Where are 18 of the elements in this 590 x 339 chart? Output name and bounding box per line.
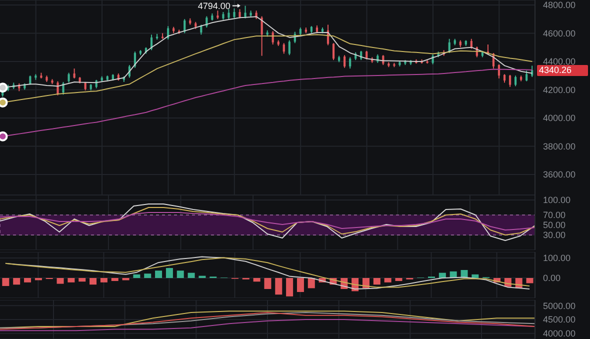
y-tick-label: 4600.00: [543, 28, 576, 38]
y-tick-label: 0.00: [543, 273, 561, 284]
y-tick-label: 4200.00: [543, 84, 576, 95]
y-tick-label: 4400.00: [543, 56, 576, 67]
y-tick-label: 4000.00: [543, 113, 576, 124]
y-tick-label: 5000.00: [543, 300, 576, 311]
y-tick-label: 70.00: [543, 210, 566, 220]
y-tick-label: 4000.00: [543, 328, 576, 339]
annotation: 4794.00: [198, 0, 230, 11]
text: 4340.26: [539, 64, 572, 75]
y-tick-label: 4800.00: [543, 0, 576, 10]
y-tick-label: 3600.00: [543, 170, 576, 180]
y-tick-label: 50.00: [543, 220, 566, 230]
y-tick-label: 4500.00: [543, 314, 576, 325]
y-tick-label: 100.00: [543, 195, 571, 206]
y-tick-label: 100.00: [543, 253, 571, 264]
y-tick-label: 30.00: [543, 230, 566, 240]
y-tick-label: 3800.00: [543, 141, 576, 152]
